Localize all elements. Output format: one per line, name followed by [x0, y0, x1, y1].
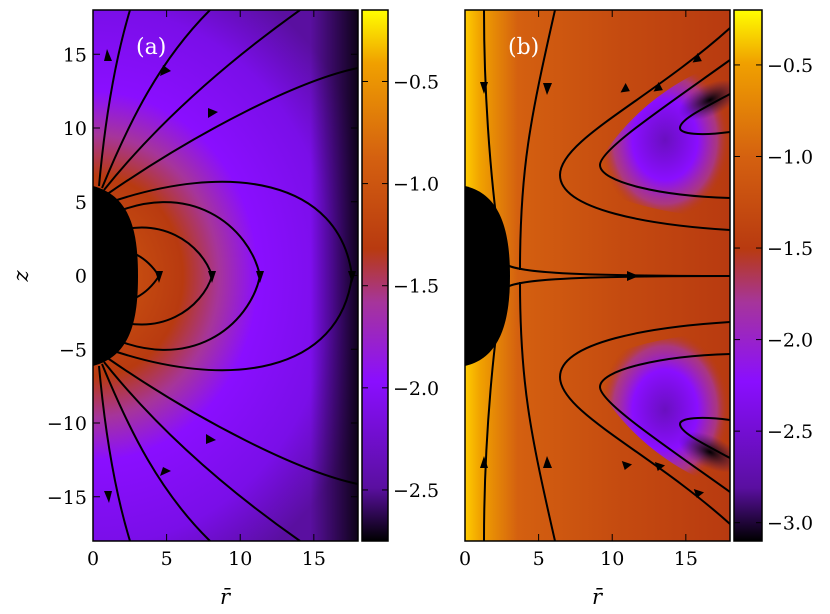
panel-b-streamline: [598, 353, 730, 493]
panel-b-arrow: [543, 456, 552, 468]
panel-a-streamline: [103, 361, 301, 541]
panel-a-colorbar-tick-label: −1.0: [393, 174, 439, 196]
panel-b-colorbar-tick-label: −1.5: [767, 238, 813, 260]
panel-a-y-tick-label: 0: [75, 266, 87, 288]
panel-b-heatmap: [465, 10, 730, 541]
panel-a-arrow: [104, 491, 112, 503]
panel-a-streamline: [101, 363, 211, 541]
panel-a-x-tick-label: 0: [87, 548, 99, 570]
panel-b-arrow: [627, 271, 639, 281]
panel-a-streamline: [103, 10, 301, 191]
panel-b-colorbar-tick-label: −2.5: [767, 421, 813, 443]
panel-b-colorbar: [733, 9, 763, 542]
panel-a-streamline: [101, 10, 211, 189]
panel-a-heatmap: [93, 10, 358, 541]
panel-a-arrow: [160, 65, 171, 76]
panel-a-colorbar-tick-label: −0.5: [393, 71, 439, 93]
panel-b-arrow: [543, 83, 552, 95]
panel-a-arrow: [160, 467, 171, 476]
panel-a-arrow: [208, 271, 216, 283]
panel-a-colorbar: [361, 9, 389, 542]
panel-a-arrow: [208, 108, 218, 118]
panel-b-x-tick-label: 0: [459, 548, 471, 570]
panel-a-arrow: [348, 271, 356, 283]
panel-b-arrow: [692, 52, 702, 63]
panel-a-y-tick-label: −15: [47, 487, 87, 509]
panel-b-arrow: [654, 462, 666, 471]
panel-a-central-body: [93, 186, 138, 366]
panel-b-x-tick-label: 5: [533, 548, 545, 570]
panel-a-streamline: [98, 365, 131, 541]
panel-b-colorbar-tick-label: −1.0: [767, 146, 813, 168]
panel-b-frame: [464, 9, 731, 542]
panel-a-y-tick-label: 15: [63, 44, 87, 66]
panel-b-arrow: [480, 82, 488, 94]
panel-b-lower-core: [678, 431, 730, 473]
panel-a-colorbar-tick-label: −2.0: [393, 378, 439, 400]
panel-a-y-tick-label: −10: [47, 413, 87, 435]
panel-a-x-tick-label: 5: [161, 548, 173, 570]
panel-a-arrow: [206, 434, 216, 444]
panel-b-streamline: [598, 59, 730, 199]
panel-b-streamline: [519, 10, 556, 271]
panel-a-streamline: [105, 356, 358, 485]
panel-a-axes: 0 5 10 15 −15 −10 −5 0 5 10 15: [47, 10, 358, 570]
panel-a-arrow: [155, 271, 163, 283]
panel-a: (a) 0 5 10 15 −15 −10 −5 0 5 10 15 −0.5 −1.0 −1.5 −2.…: [47, 9, 439, 570]
panel-a-colorbar-tick-label: −1.5: [393, 276, 439, 298]
panel-a-x-tick-label: 15: [302, 548, 326, 570]
panel-b-central-body: [465, 186, 510, 366]
panel-a-arrow: [256, 271, 264, 283]
panel-b-arrow: [621, 461, 633, 470]
panel-b-colorbar-tick-label: −2.0: [767, 330, 813, 352]
panel-b-x-tick-label: 10: [600, 548, 624, 570]
panel-a-arrow: [104, 49, 112, 61]
panel-b-arrow: [620, 82, 630, 93]
panel-b-arrow: [480, 456, 488, 468]
panel-b-x-tick-label: 15: [674, 548, 698, 570]
panel-b-colorbar-tick-label: −3.0: [767, 513, 813, 535]
panel-a-x-axis-label: r̄: [220, 585, 232, 609]
panel-b-streamline: [678, 93, 730, 136]
panel-a-streamline: [105, 67, 358, 196]
panel-a-streamline: [98, 10, 131, 187]
panel-b: (b) 0 5 10 15 −0.5 −1.0 −1.5 −2.0 −2.5 −3.0: [459, 9, 813, 570]
panel-a-streamlines: [98, 10, 358, 541]
panel-b-x-axis-label: r̄: [592, 585, 604, 609]
panel-b-arrow: [653, 81, 663, 92]
panel-b-streamline: [519, 281, 556, 541]
panel-a-letter: (a): [136, 35, 166, 60]
panel-b-arrows: [480, 52, 705, 498]
panel-a-y-tick-label: 10: [63, 118, 87, 140]
panel-a-colorbar-tick-label: −2.5: [393, 480, 439, 502]
panel-a-arrows: [104, 49, 356, 503]
panel-b-letter: (b): [508, 35, 539, 60]
panel-b-axes: 0 5 10 15: [459, 10, 698, 570]
panel-b-upper-core: [678, 79, 730, 121]
panel-b-colorbar-ticks: −0.5 −1.0 −1.5 −2.0 −2.5 −3.0: [734, 55, 813, 535]
panel-b-colorbar-tick-label: −0.5: [767, 55, 813, 77]
panel-a-x-tick-label: 10: [228, 548, 252, 570]
panel-a-colorbar-ticks: −0.5 −1.0 −1.5 −2.0 −2.5: [362, 71, 439, 502]
panel-b-streamline: [678, 416, 730, 459]
panel-a-y-tick-label: −5: [59, 339, 87, 361]
panel-b-arrow: [693, 489, 705, 498]
panel-a-y-tick-label: 5: [75, 192, 87, 214]
y-axis-label: z: [9, 270, 33, 283]
